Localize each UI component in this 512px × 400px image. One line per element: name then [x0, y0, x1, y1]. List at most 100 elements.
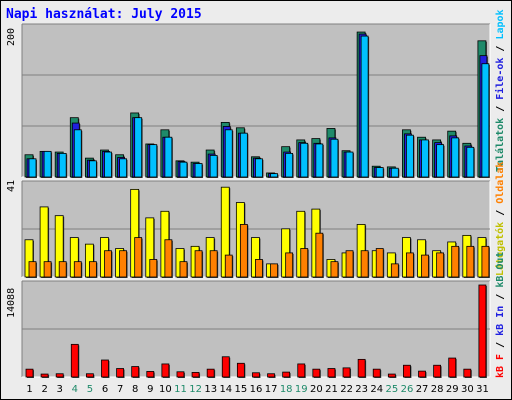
bar-sites-day-27 [421, 254, 429, 278]
bar-sites-day-17 [270, 263, 278, 278]
x-tick-label: 10 [159, 384, 172, 395]
bar-kbytes-day-25 [387, 373, 396, 378]
bar-sites-day-30 [466, 245, 475, 278]
bar-pages-day-1 [28, 158, 37, 178]
bar-kbytes-day-10 [161, 363, 170, 378]
bar-sites-day-5 [88, 261, 97, 278]
bar-sites-day-4 [73, 261, 82, 278]
bar-kbytes-day-1 [25, 368, 34, 378]
bar-kbytes-day-12 [191, 372, 200, 378]
x-tick-label: 20 [310, 384, 323, 395]
bar-pages-day-12 [194, 163, 203, 178]
bar-kbytes-day-30 [463, 368, 472, 378]
x-tick-label: 13 [204, 384, 217, 395]
bar-pages-day-7 [119, 158, 127, 178]
bar-pages-day-3 [58, 153, 67, 178]
bar-sites-day-11 [179, 261, 188, 278]
bar-pages-day-15 [239, 132, 248, 178]
bar-sites-day-1 [28, 261, 37, 278]
bar-sites-day-26 [406, 252, 414, 278]
bar-pages-day-29 [451, 137, 460, 178]
x-tick-label: 19 [295, 384, 308, 395]
x-tick-label: 28 [431, 384, 444, 395]
bar-pages-day-8 [134, 117, 143, 178]
bar-pages-day-23 [360, 35, 369, 178]
bar-sites-day-19 [300, 248, 309, 278]
bar-pages-day-25 [390, 167, 399, 178]
bar-pages-day-26 [406, 134, 414, 178]
x-tick-label: 11 [174, 384, 187, 395]
x-tick-label: 3 [57, 384, 63, 395]
bar-pages-day-13 [209, 155, 218, 178]
bar-kbytes-day-4 [70, 343, 79, 378]
bar-kbytes-day-5 [85, 373, 94, 378]
x-tick-label: 31 [476, 384, 489, 395]
bar-pages-day-14 [224, 129, 233, 178]
bar-kbytes-day-16 [252, 372, 260, 378]
bar-sites-day-22 [345, 250, 354, 278]
bar-sites-day-2 [43, 261, 52, 278]
bar-sites-day-24 [375, 248, 384, 278]
bar-kbytes-day-7 [116, 368, 124, 378]
bar-kbytes-day-23 [357, 358, 366, 378]
bar-kbytes-day-21 [327, 368, 336, 378]
bar-kbytes-day-28 [433, 364, 442, 378]
bar-pages-day-4 [73, 129, 82, 178]
bar-sites-day-28 [436, 252, 445, 278]
chart-title: Napi használat: July 2015 [6, 7, 202, 22]
x-tick-label: 24 [370, 384, 383, 395]
bar-pages-day-31 [481, 63, 490, 178]
bar-sites-day-18 [285, 252, 294, 278]
bar-pages-day-11 [179, 161, 188, 178]
bar-kbytes-day-3 [55, 373, 64, 378]
x-tick-label: 1 [26, 384, 32, 395]
bar-sites-day-14 [224, 254, 233, 278]
bar-pages-day-27 [421, 139, 429, 178]
bar-sites-day-23 [360, 250, 369, 278]
bar-kbytes-day-13 [206, 368, 215, 378]
bar-kbytes-day-6 [101, 359, 109, 378]
bar-sites-day-21 [330, 261, 339, 278]
x-tick-label: 26 [401, 384, 414, 395]
bar-pages-day-24 [375, 167, 384, 178]
bar-sites-day-15 [239, 224, 248, 278]
bar-sites-day-6 [104, 250, 112, 278]
bar-kbytes-day-29 [448, 357, 457, 378]
bar-kbytes-day-19 [297, 363, 306, 378]
bar-pages-day-20 [315, 143, 324, 178]
bar-kbytes-day-15 [236, 362, 245, 378]
bar-sites-day-31 [481, 245, 490, 278]
bar-sites-day-16 [255, 259, 263, 278]
bar-kbytes-day-8 [131, 366, 140, 378]
bar-kbytes-day-27 [418, 370, 426, 378]
bar-kbytes-day-14 [221, 356, 230, 378]
x-tick-label: 22 [340, 384, 353, 395]
x-tick-label: 2 [41, 384, 47, 395]
bar-sites-day-3 [58, 261, 67, 278]
bar-pages-day-30 [466, 146, 475, 178]
bar-sites-day-9 [149, 259, 158, 278]
bar-sites-day-8 [134, 237, 143, 278]
x-tick-label: 17 [265, 384, 278, 395]
x-tick-label: 16 [250, 384, 263, 395]
bar-pages-day-21 [330, 138, 339, 178]
bar-pages-day-28 [436, 144, 445, 178]
bar-sites-day-25 [390, 263, 399, 278]
bar-sites-day-12 [194, 250, 203, 278]
bar-kbytes-day-18 [282, 371, 291, 378]
x-tick-label: 8 [132, 384, 138, 395]
bar-kbytes-day-31 [478, 284, 487, 378]
x-tick-label: 30 [461, 384, 474, 395]
bar-pages-day-5 [88, 160, 97, 178]
x-tick-label: 12 [189, 384, 202, 395]
bar-sites-day-10 [164, 239, 173, 278]
bar-kbytes-day-26 [403, 364, 411, 378]
bar-sites-day-7 [119, 250, 127, 278]
bar-pages-day-22 [345, 151, 354, 178]
x-tick-label: 4 [72, 384, 78, 395]
bar-kbytes-day-2 [40, 373, 49, 378]
bar-pages-day-2 [43, 150, 52, 178]
x-tick-label: 29 [446, 384, 459, 395]
x-tick-label: 7 [117, 384, 123, 395]
